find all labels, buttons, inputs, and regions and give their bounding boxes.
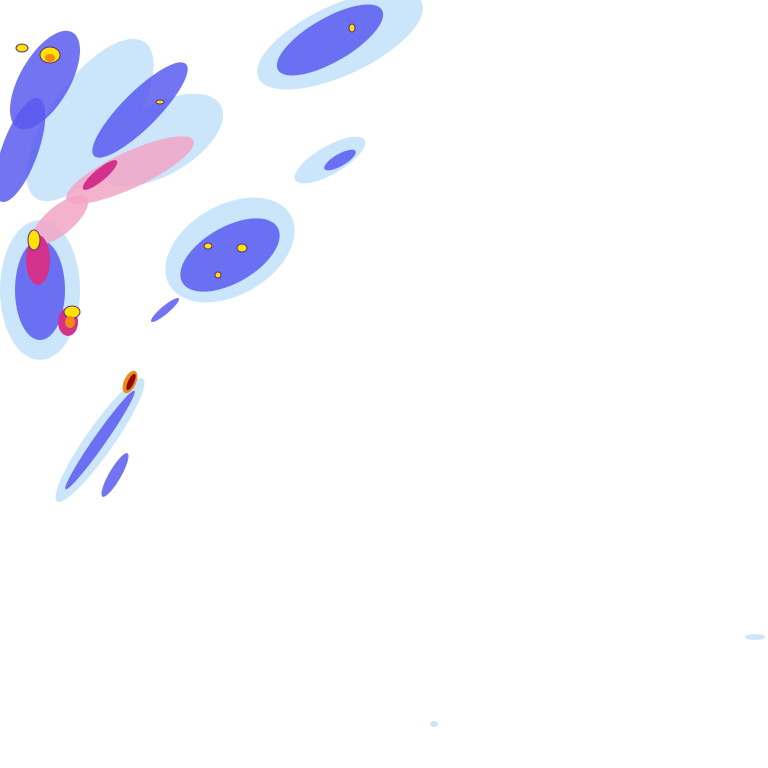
rain-cell — [348, 23, 356, 33]
rain-cell — [126, 373, 136, 391]
rain-area — [745, 634, 765, 640]
rain-cell — [15, 43, 29, 53]
rain-area — [31, 195, 89, 245]
rain-area — [92, 62, 188, 158]
rain-area — [66, 136, 194, 204]
rain-area — [65, 390, 135, 490]
rain-cell — [203, 242, 213, 250]
rain-area — [180, 218, 280, 292]
rain-cell — [65, 316, 75, 328]
rain-cell — [236, 243, 248, 253]
rain-area — [0, 97, 46, 203]
rain-cell — [214, 271, 222, 279]
rain-cell — [27, 229, 41, 251]
rain-area — [150, 298, 180, 322]
rain-area — [324, 149, 356, 171]
rain-cell — [63, 305, 81, 319]
rain-area — [101, 453, 129, 497]
rain-cell — [45, 54, 55, 62]
rain-area — [276, 4, 384, 76]
rain-cell — [155, 99, 165, 105]
intense-precipitation-layer — [15, 23, 356, 394]
light-precipitation-layer — [0, 0, 765, 727]
rain-area — [430, 721, 438, 727]
rain-area — [26, 38, 154, 202]
rain-area — [82, 160, 118, 190]
